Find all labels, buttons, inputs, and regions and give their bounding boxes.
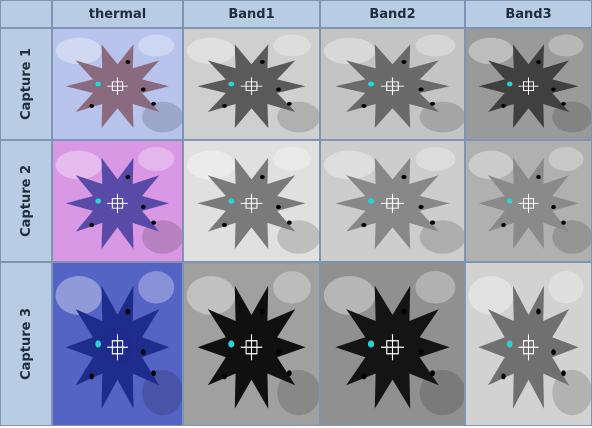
capture-image — [465, 140, 592, 262]
capture-image — [52, 28, 183, 140]
image-render — [184, 141, 319, 261]
capture-image — [320, 262, 465, 426]
column-header: thermal — [52, 0, 183, 28]
image-render — [466, 263, 591, 425]
corner-cell — [0, 0, 52, 28]
capture-image — [183, 262, 320, 426]
image-render — [321, 29, 464, 139]
column-header: Band1 — [183, 0, 320, 28]
row-header: Capture 1 — [0, 28, 52, 140]
image-render — [321, 263, 464, 425]
image-render — [184, 29, 319, 139]
image-render — [466, 29, 591, 139]
row-header: Capture 2 — [0, 140, 52, 262]
image-render — [53, 29, 182, 139]
row-label: Capture 3 — [19, 308, 34, 380]
row-label: Capture 2 — [19, 165, 34, 237]
capture-image — [183, 28, 320, 140]
capture-image — [320, 28, 465, 140]
image-render — [184, 263, 319, 425]
capture-image — [465, 28, 592, 140]
image-render — [321, 141, 464, 261]
image-render — [53, 263, 182, 425]
capture-image — [183, 140, 320, 262]
capture-image — [52, 140, 183, 262]
image-render — [466, 141, 591, 261]
capture-image — [320, 140, 465, 262]
capture-image — [52, 262, 183, 426]
row-label: Capture 1 — [19, 48, 34, 120]
capture-image — [465, 262, 592, 426]
column-header: Band3 — [465, 0, 592, 28]
figure-table: thermalBand1Band2Band3 Capture 1 — [0, 0, 592, 428]
row-header: Capture 3 — [0, 262, 52, 426]
image-render — [53, 141, 182, 261]
column-header: Band2 — [320, 0, 465, 28]
